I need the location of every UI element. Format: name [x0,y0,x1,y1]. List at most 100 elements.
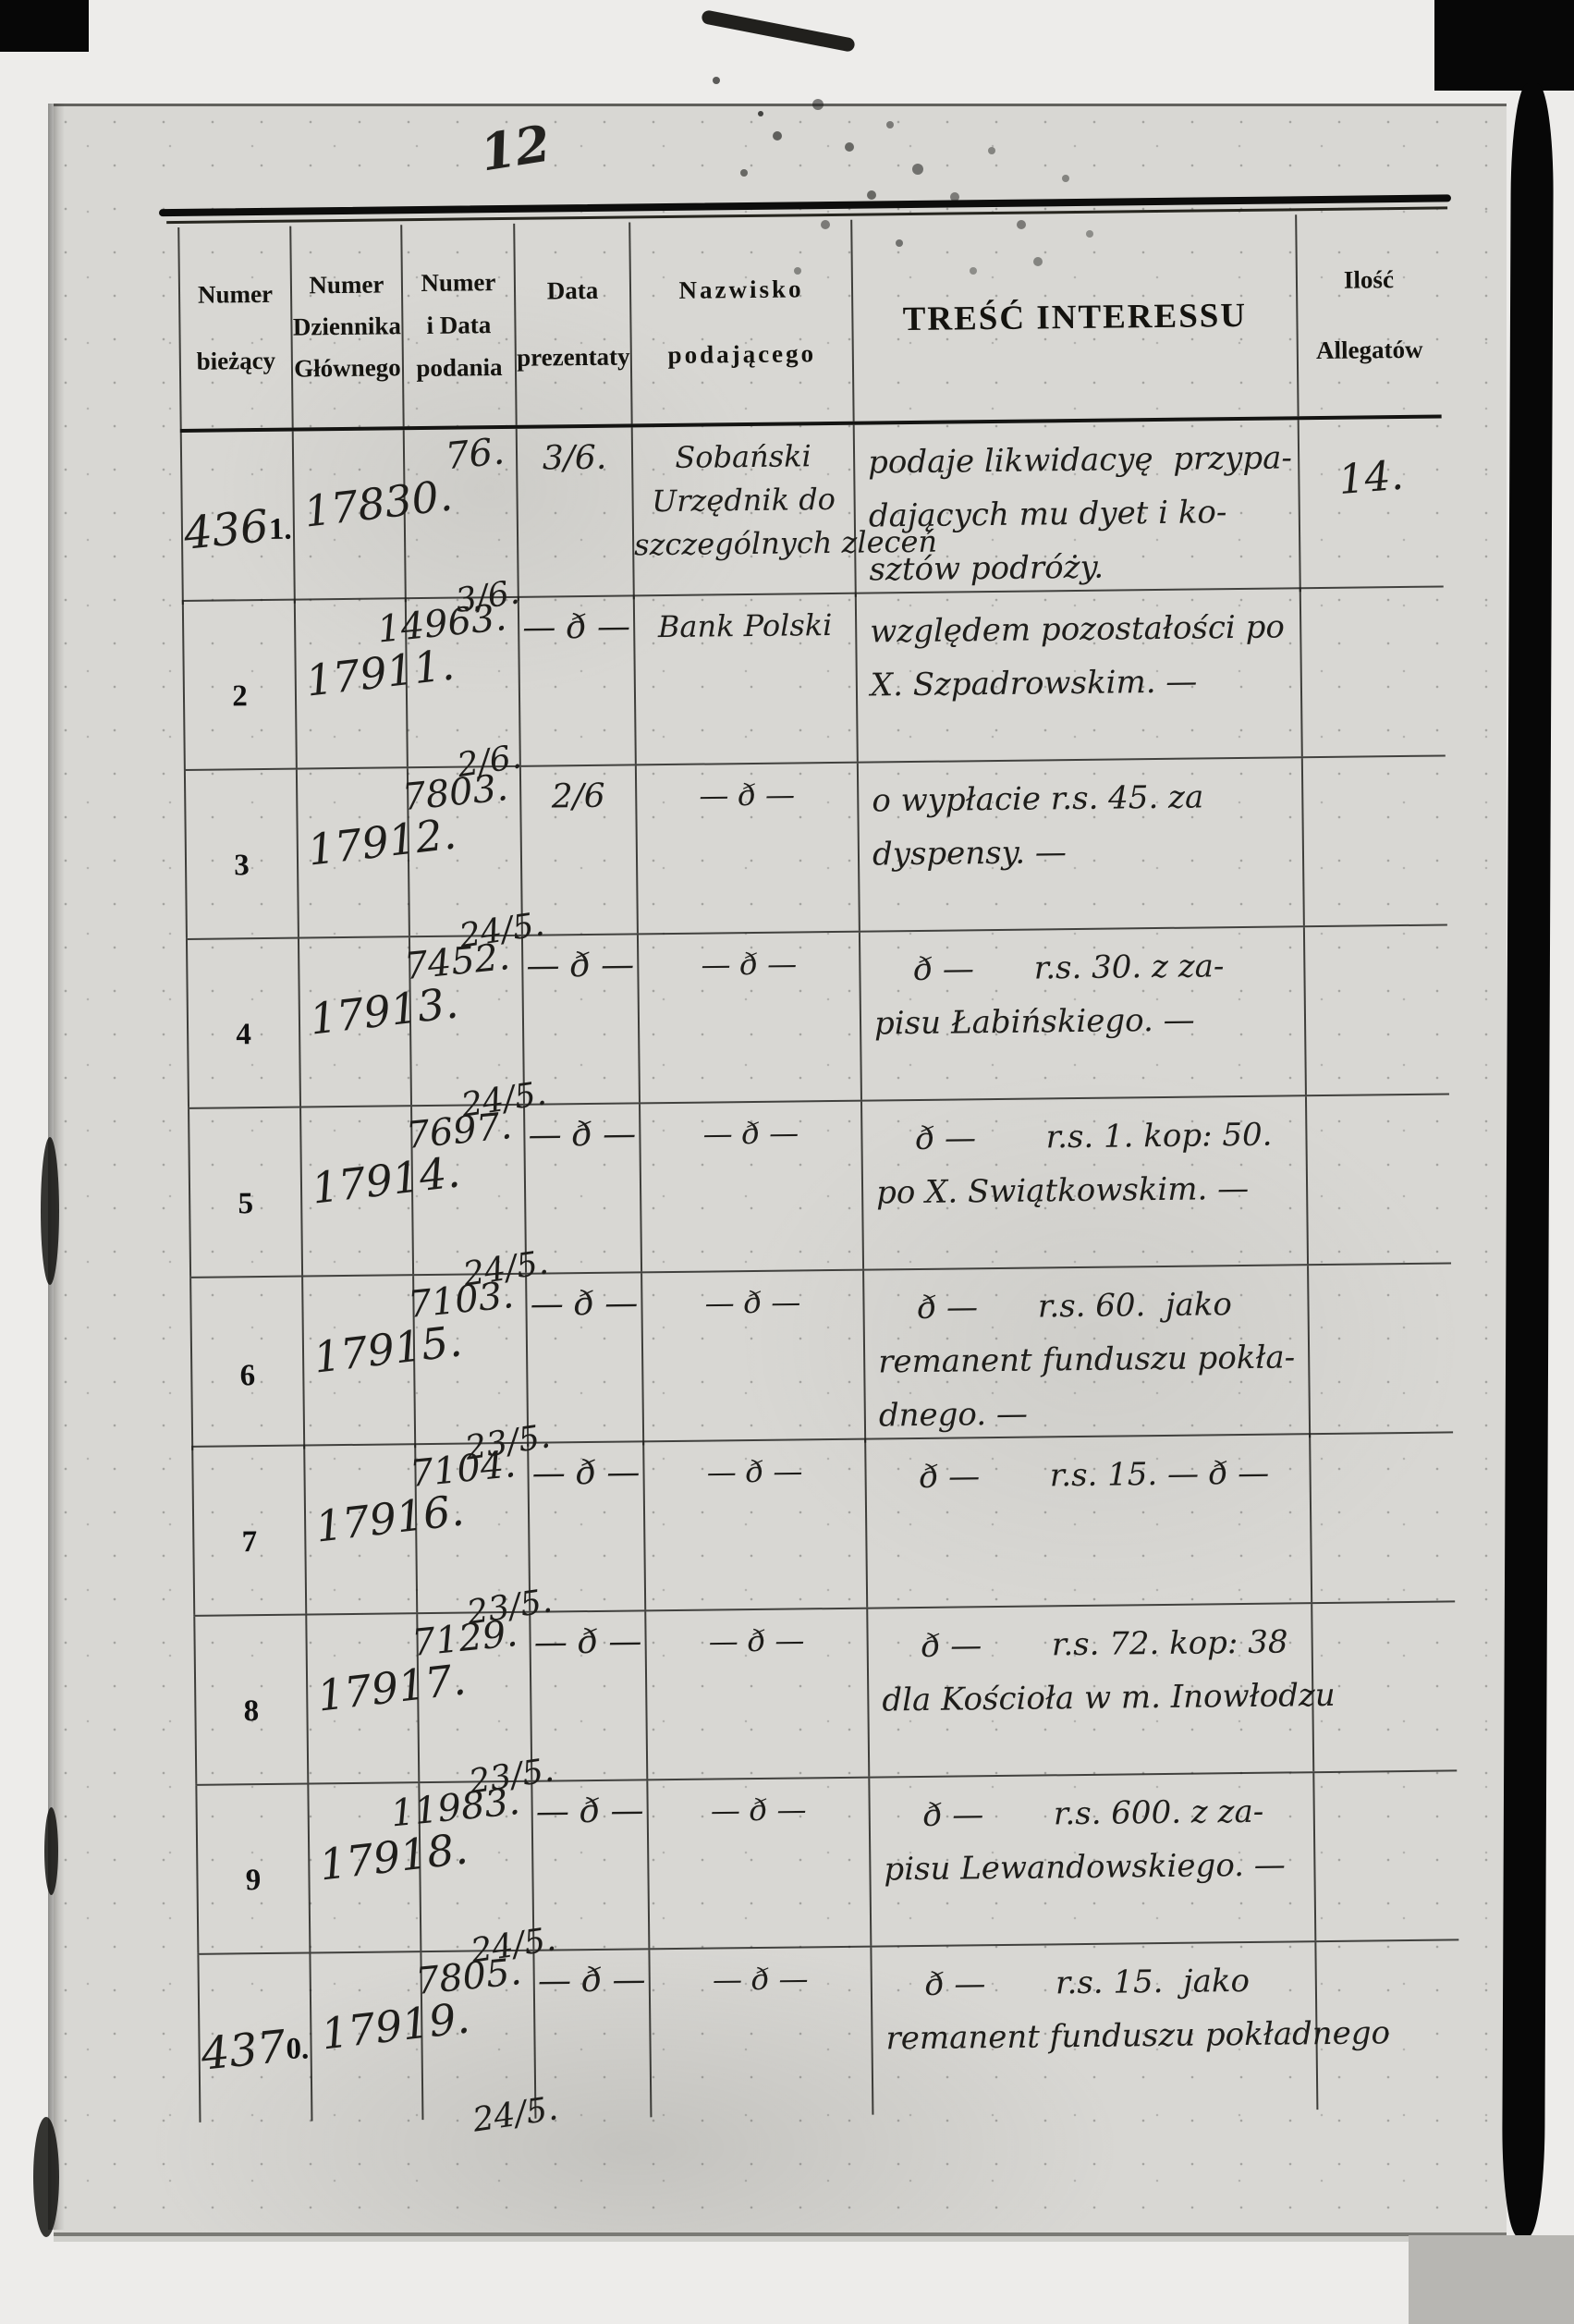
cell-allegatow: 14. [1297,418,1444,593]
cell-numer-dziennika: 17913. [297,937,460,1107]
cell-nazwisko: — ð — [648,1947,872,2118]
data-prezentaty-value: — ð — [533,1622,642,1662]
allegatow-value [1313,1633,1455,1644]
numer-biezacy-printed: 3 [234,849,250,883]
header-numer-i-data-podania: Numer i Data podania [400,223,516,427]
cell-data-prezentaty: — ð — [517,596,635,765]
header-numer-biezacy: Numer bieżący [177,226,292,429]
text-line: — ð — [702,1115,799,1152]
text-line: pisu Lewandowskiego. — [884,1846,1287,1889]
text-line: Numer [197,279,274,309]
cell-numer-dziennika: 17830. [291,430,455,604]
text-line: — ð — [708,1622,805,1659]
text-line: podającego [667,339,817,369]
allegatow-value [1312,1463,1453,1474]
cell-tresc: o wypłacie r.s. 45. za dyspensy. — [856,758,1303,931]
cell-nazwisko: — ð — [646,1778,871,1949]
cell-numer-dziennika: 17914. [299,1107,462,1276]
text-line: dających mu dyet i ko- [868,494,1227,535]
edge-ink-blob [41,1137,59,1285]
allegatow-value: 14. [1336,451,1406,505]
text-line: remanent funduszu pokła- [877,1339,1296,1381]
binding-black-bar-right [1501,82,1555,2238]
text-line: remanent funduszu pokładnego [885,2014,1391,2058]
numer-biezacy-printed: 7 [241,1525,258,1560]
numer-biezacy-printed: 2 [232,679,248,714]
header-data-prezentaty: Data prezentaty [513,222,631,425]
cell-numer-biezacy: 3 [183,769,298,938]
numer-biezacy-printed: 1. [268,512,292,546]
text-line: TREŚĆ INTERESSU [902,296,1248,339]
cell-nazwisko: Sobański Urzędnik do szczególnych zleceń [630,424,937,600]
cell-tresc: ð — r.s. 72. kop: 38 dla Kościoła w m. In… [866,1604,1336,1777]
text-line: Data [546,275,599,305]
cell-tresc: ð — r.s. 1. kop: 50. po X. Swiątkowskim. … [860,1096,1308,1269]
cell-numer-biezacy: 6 [189,1277,304,1450]
numer-biezacy-printed: 8 [243,1694,260,1729]
text-line: Allegatów [1315,335,1423,365]
cell-numer-dziennika: 17917. [305,1614,469,1783]
data-prezentaty-value: — ð — [535,1792,644,1831]
cell-numer-i-data-podania: 7803. 24/5. [401,766,547,956]
text-line: Numer [309,270,384,300]
cell-numer-biezacy: 7 [191,1446,306,1615]
cell-numer-biezacy: 436 1. [179,431,294,605]
cell-numer-i-data-podania: 7104. 23/5. [409,1443,555,1633]
cell-numer-dziennika: 17912. [295,768,458,937]
data-prezentaty-value: 3/6. [542,438,607,478]
text-line: ð — r.s. 30. z za- [873,948,1225,989]
header-numer-dziennika-glownego: Numer Dziennika Głównego [289,225,403,428]
text-line: ð — r.s. 60. jako [877,1286,1233,1327]
numer-biezacy-handwritten: 437 [199,2020,289,2081]
numer-biezacy-printed: 6 [239,1358,256,1392]
allegatow-value [1303,787,1445,798]
cell-allegatow [1299,587,1446,757]
table-row: 6 17915. 7103. 23/5. — ð — — ð — ð — r.s… [189,1262,1454,1468]
cell-allegatow [1312,1771,1459,1941]
cell-numer-i-data-podania: 7697. 24/5. [405,1105,551,1294]
text-line: Bank Polski [657,606,833,645]
cell-numer-i-data-podania: 7452. 24/5. [403,936,549,1125]
header-ilosc-allegatow: Ilość Allegatów [1295,213,1442,417]
cell-nazwisko: — ð — [642,1439,867,1610]
cell-numer-biezacy: 5 [188,1107,302,1277]
table-row: 4 17913. 7452. 24/5. — ð — — ð — ð — r.s… [185,923,1449,1125]
text-line: ð — r.s. 15. — ð — [879,1454,1270,1497]
text-line: względem pozostałości po [870,608,1286,651]
edge-ink-blob [33,2117,59,2237]
cell-allegatow [1307,1264,1454,1438]
cell-nazwisko: — ð — [639,1101,863,1272]
text-line: bieżący [196,346,276,375]
cell-allegatow [1304,1095,1452,1265]
text-line: Nazwisko [678,275,804,304]
cell-numer-biezacy: 9 [195,1784,310,1953]
cell-numer-i-data-podania: 7805. 24/5. [414,1951,560,2140]
ink-splatter [758,111,763,116]
text-line: i Data [426,311,492,339]
cell-numer-biezacy: 2 [181,600,296,769]
table-row: 3 17912. 7803. 24/5. 2/6 — ð — o wypłaci… [183,754,1447,956]
cell-nazwisko: — ð — [636,932,860,1103]
cell-tresc: względem pozostałości po X. Szpadrowskim.… [854,589,1301,762]
text-line: podania [416,353,503,383]
text-line: ð — r.s. 600. z za- [883,1792,1264,1835]
data-prezentaty-value: — ð — [522,607,631,647]
text-line: o wypłacie r.s. 45. za [872,778,1204,820]
text-line: pisu Łabińskiego. — [873,1001,1195,1043]
cell-allegatow [1300,756,1447,926]
cell-nazwisko: — ð — [641,1270,865,1446]
handwritten-page-number: 12 [476,113,555,183]
text-line: — ð — [710,1792,807,1829]
data-prezentaty-value: 2/6 [551,777,605,816]
cell-tresc: ð — r.s. 15. jako remanent funduszu pokła… [870,1942,1391,2115]
cell-numer-biezacy: 4 [185,938,300,1107]
allegatow-value [1310,1294,1451,1305]
cell-numer-i-data-podania: 76. 3/6. [402,428,522,620]
allegatow-value [1306,956,1447,967]
text-line: Dziennika [292,312,402,341]
cell-tresc: podaje likwidacyę przypa-dających mu dye… [852,420,1299,597]
text-line: — ð — [704,1284,801,1321]
text-line: Numer [421,268,496,298]
cell-numer-i-data-podania: 7129. 23/5. [410,1612,556,1802]
